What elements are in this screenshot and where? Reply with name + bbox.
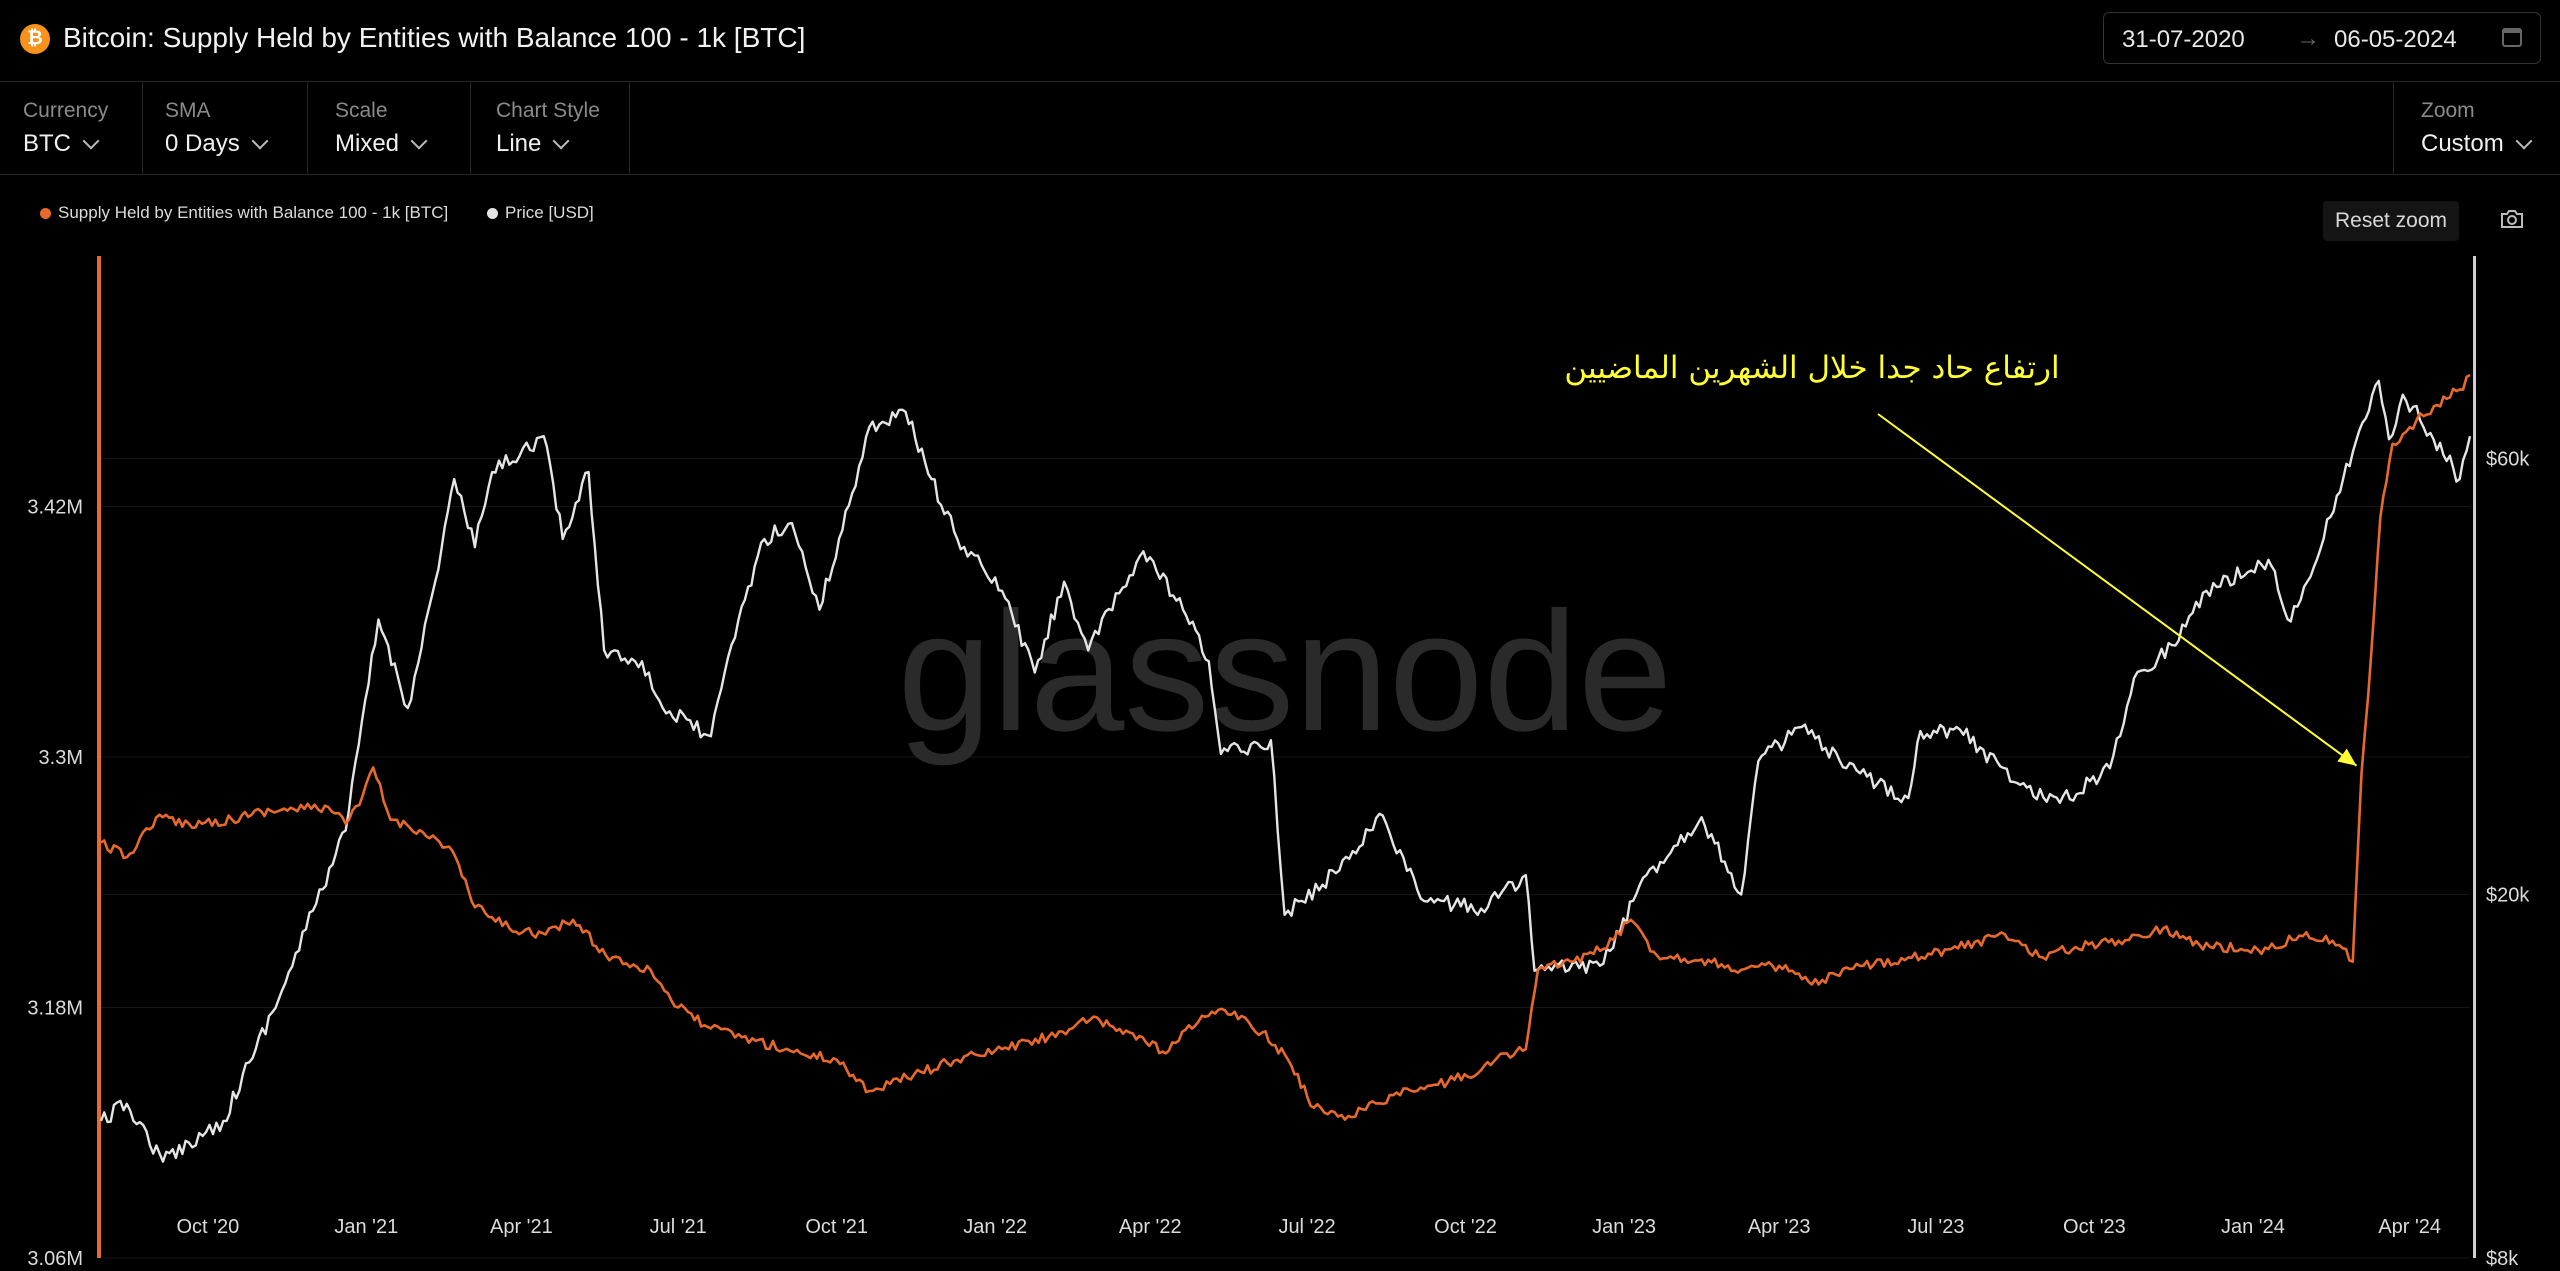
y-left-tick-label: 3.06M xyxy=(27,1248,83,1270)
legend-label-price: Price [USD] xyxy=(504,203,594,222)
currency-value-text: BTC xyxy=(23,130,71,157)
x-tick-label: Jul '22 xyxy=(1278,1216,1335,1238)
top-bar: ₿ Bitcoin: Supply Held by Entities with … xyxy=(0,0,2560,82)
legend-dot-supply xyxy=(40,208,51,219)
x-tick-label: Oct '22 xyxy=(1434,1216,1497,1238)
sma-value-text: 0 Days xyxy=(165,130,240,157)
left-axis-bar xyxy=(97,256,101,1258)
date-start-input[interactable]: 31-07-2020 xyxy=(2122,26,2245,53)
chart-style-select[interactable]: Chart Style Line xyxy=(471,82,630,174)
chevron-down-icon xyxy=(82,132,100,150)
chevron-down-icon xyxy=(552,132,570,150)
legend-item-supply[interactable]: Supply Held by Entities with Balance 100… xyxy=(40,203,448,223)
x-axis: Oct '20 Jan '21 Apr '21 Jul '21 Oct '21 Jan '… xyxy=(176,1216,2441,1238)
sma-value[interactable]: 0 Days xyxy=(165,130,269,158)
bitcoin-icon: ₿ xyxy=(20,24,50,54)
x-tick-label: Oct '21 xyxy=(805,1216,868,1238)
zoom-value[interactable]: Custom xyxy=(2421,130,2533,158)
control-bar: Currency BTC SMA 0 Days Scale Mixed Char… xyxy=(0,82,2560,175)
chart-style-value-text: Line xyxy=(496,130,542,157)
scale-value-text: Mixed xyxy=(335,130,400,157)
x-tick-label: Jan '23 xyxy=(1592,1216,1656,1238)
chart-style-label: Chart Style xyxy=(496,99,600,122)
zoom-select[interactable]: Zoom Custom xyxy=(2393,82,2560,174)
x-tick-label: Jan '21 xyxy=(334,1216,398,1238)
series-group xyxy=(99,373,2472,1163)
right-axis-bar xyxy=(2473,256,2476,1258)
legend-item-price[interactable]: Price [USD] xyxy=(486,203,594,223)
x-tick-label: Apr '21 xyxy=(490,1216,553,1238)
zoom-value-text: Custom xyxy=(2421,130,2504,157)
legend-dot-price xyxy=(486,208,498,219)
x-tick-label: Jan '24 xyxy=(2221,1216,2285,1238)
x-tick-label: Jul '21 xyxy=(650,1216,707,1238)
chart-style-value[interactable]: Line xyxy=(496,130,570,158)
reset-zoom-button[interactable]: Reset zoom xyxy=(2323,201,2459,241)
y-left-tick-label: 3.42M xyxy=(27,497,83,519)
y-right-tick-label: $60k xyxy=(2486,449,2530,471)
sma-select[interactable]: SMA 0 Days xyxy=(143,82,308,174)
price-series-line xyxy=(99,379,2472,1163)
currency-label: Currency xyxy=(23,99,109,122)
arrow-right-icon: → xyxy=(2296,25,2320,52)
date-range-picker[interactable]: 31-07-2020 → 06-05-2024 xyxy=(2103,12,2541,64)
sma-label: SMA xyxy=(165,99,211,122)
calendar-icon[interactable] xyxy=(2502,28,2522,47)
x-tick-label: Jan '22 xyxy=(963,1216,1027,1238)
currency-select[interactable]: Currency BTC xyxy=(0,82,143,174)
x-tick-label: Oct '23 xyxy=(2063,1216,2126,1238)
watermark: glassnode xyxy=(897,577,1672,767)
x-tick-label: Jul '23 xyxy=(1907,1216,1964,1238)
grid-lines xyxy=(101,458,2470,1259)
y-right-tick-label: $8k xyxy=(2486,1248,2519,1270)
scale-value[interactable]: Mixed xyxy=(335,130,428,158)
date-end-input[interactable]: 06-05-2024 xyxy=(2334,26,2457,53)
chevron-down-icon xyxy=(251,132,269,150)
legend-label-supply: Supply Held by Entities with Balance 100… xyxy=(58,203,449,222)
currency-value[interactable]: BTC xyxy=(23,130,100,158)
left-axis: 3.06M 3.18M 3.3M 3.42M xyxy=(27,497,83,1271)
x-tick-label: Apr '22 xyxy=(1119,1216,1182,1238)
chevron-down-icon xyxy=(410,132,428,150)
x-tick-label: Apr '24 xyxy=(2378,1216,2441,1238)
chevron-down-icon xyxy=(2515,132,2533,150)
y-right-tick-label: $20k xyxy=(2486,884,2530,906)
annotation-text: ارتفاع حاد جدا خلال الشهرين الماضيين xyxy=(1564,350,2059,386)
page-title: Bitcoin: Supply Held by Entities with Ba… xyxy=(63,22,806,53)
y-left-tick-label: 3.18M xyxy=(27,998,83,1020)
scale-select[interactable]: Scale Mixed xyxy=(308,82,471,174)
right-axis: $8k $20k $60k xyxy=(2486,449,2530,1270)
scale-label: Scale xyxy=(335,99,388,122)
x-tick-label: Apr '23 xyxy=(1748,1216,1811,1238)
supply-series-line xyxy=(100,373,2471,1121)
y-left-tick-label: 3.3M xyxy=(39,747,83,769)
camera-icon[interactable] xyxy=(2500,209,2524,229)
x-tick-label: Oct '20 xyxy=(176,1216,239,1238)
zoom-label: Zoom xyxy=(2421,99,2475,122)
annotation-arrow xyxy=(1877,413,2358,767)
chart-area: glassnode 3.06M 3.18M 3.3M 3.42M $8k $20k $60… xyxy=(27,256,2530,1271)
chart-legend: Supply Held by Entities with Balance 100… xyxy=(40,203,628,223)
